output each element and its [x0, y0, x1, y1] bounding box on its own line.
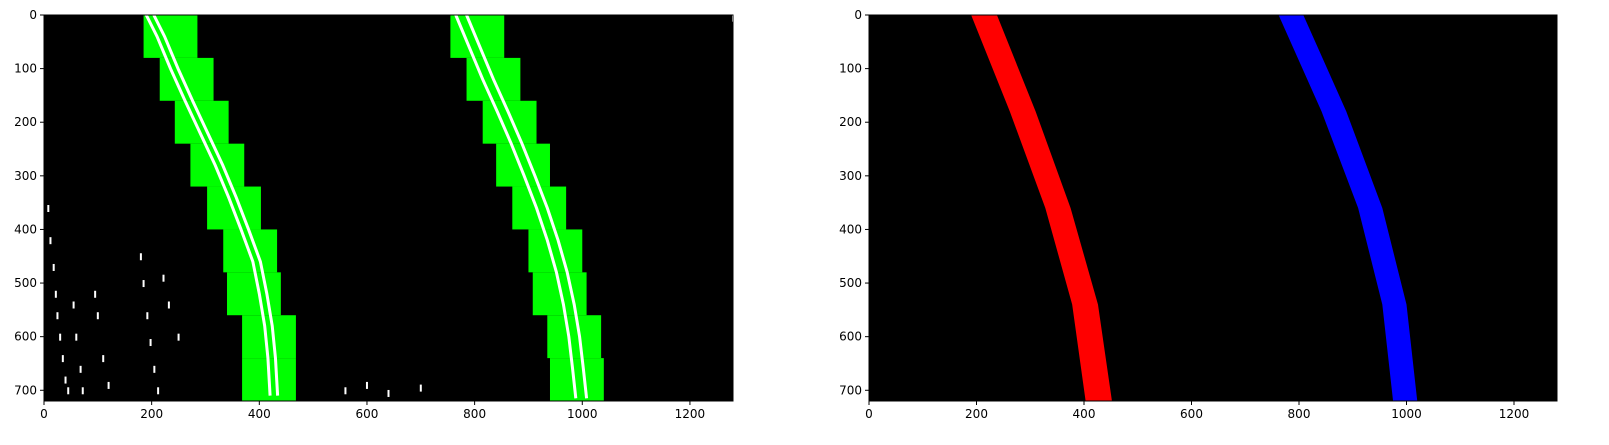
y-tick-label: 300 [14, 169, 37, 183]
noise-pixel [64, 376, 67, 384]
right-search-window [547, 315, 602, 359]
noise-pixel [387, 389, 390, 397]
right-search-window [512, 186, 567, 230]
x-tick-label: 400 [248, 407, 271, 421]
x-tick-label: 1200 [675, 407, 706, 421]
right-lane-pixels [465, 14, 589, 399]
noise-pixel [94, 290, 97, 298]
plot-frame [868, 14, 1558, 402]
x-tick-label: 600 [1180, 407, 1203, 421]
y-tick-label: 400 [839, 222, 862, 236]
noise-pixel [75, 333, 78, 341]
noise-pixel [419, 384, 422, 392]
noise-pixel [139, 253, 142, 261]
noise-pixel [146, 312, 149, 320]
y-tick-label: 100 [839, 62, 862, 76]
x-tick-label: 0 [865, 407, 873, 421]
noise-pixel [149, 339, 152, 347]
y-tick-label: 500 [839, 276, 862, 290]
y-tick-label: 600 [839, 330, 862, 344]
y-tick-label: 0 [854, 8, 862, 22]
noise-pixel [56, 312, 59, 320]
noise-pixel [67, 387, 70, 395]
sliding-window-panel: 0 200 400 600 800 1000 1200 0 100 200 300 400 500 600… [14, 8, 734, 421]
right-lane-pixels [454, 14, 578, 399]
left-search-window [242, 315, 296, 359]
fitted-lane-lines-panel: 0 200 400 600 800 1000 1200 0 100 200 300 400 500 600… [839, 8, 1558, 421]
noise-pixel [142, 280, 145, 288]
left-lane-fit [971, 15, 1112, 401]
y-tick-label: 200 [839, 115, 862, 129]
noise-pixel [59, 333, 62, 341]
x-tick-label: 1000 [1391, 407, 1422, 421]
noise-pixel [365, 381, 368, 389]
noise-pixel [54, 290, 57, 298]
y-tick-label: 600 [14, 330, 37, 344]
noise-pixel [344, 387, 347, 395]
noise-pixel [107, 381, 110, 389]
noise-pixel [81, 387, 84, 395]
x-tick-label: 0 [40, 407, 48, 421]
y-tick-label: 200 [14, 115, 37, 129]
left-lane-pixels [152, 14, 280, 396]
x-tick-label: 400 [1073, 407, 1096, 421]
noise-pixel [157, 387, 160, 395]
right-search-window [549, 358, 604, 401]
noise-pixel [167, 301, 170, 309]
x-tick-label: 800 [1288, 407, 1311, 421]
left-lane-pixels [144, 14, 272, 396]
noise-pixel [47, 205, 50, 212]
y-tick-label: 400 [14, 222, 37, 236]
y-tick-label: 300 [839, 169, 862, 183]
right-lane-fit [1278, 15, 1418, 401]
noise-pixel [96, 312, 99, 320]
x-tick-label: 200 [965, 407, 988, 421]
noise-pixel [72, 301, 75, 309]
x-tick-label: 1000 [567, 407, 598, 421]
left-search-window [227, 272, 281, 316]
noise-pixel [49, 237, 52, 245]
plot-frame [43, 14, 734, 402]
y-tick-label: 700 [839, 383, 862, 397]
noise-pixel [177, 333, 180, 341]
noise-pixel [52, 263, 55, 271]
y-tick-label: 0 [29, 8, 37, 22]
image-background [869, 15, 1557, 401]
y-tick-label: 700 [14, 383, 37, 397]
x-tick-label: 600 [356, 407, 379, 421]
y-tick-label: 100 [14, 62, 37, 76]
noise-pixel [61, 355, 64, 363]
x-tick-label: 1200 [1499, 407, 1530, 421]
noise-pixel [79, 365, 82, 373]
right-search-window [496, 143, 550, 187]
image-background [44, 15, 733, 401]
x-tick-label: 200 [140, 407, 163, 421]
noise-pixel [153, 365, 156, 373]
x-tick-label: 800 [463, 407, 486, 421]
noise-pixel [102, 355, 105, 363]
noise-pixel [162, 274, 165, 282]
y-tick-label: 500 [14, 276, 37, 290]
